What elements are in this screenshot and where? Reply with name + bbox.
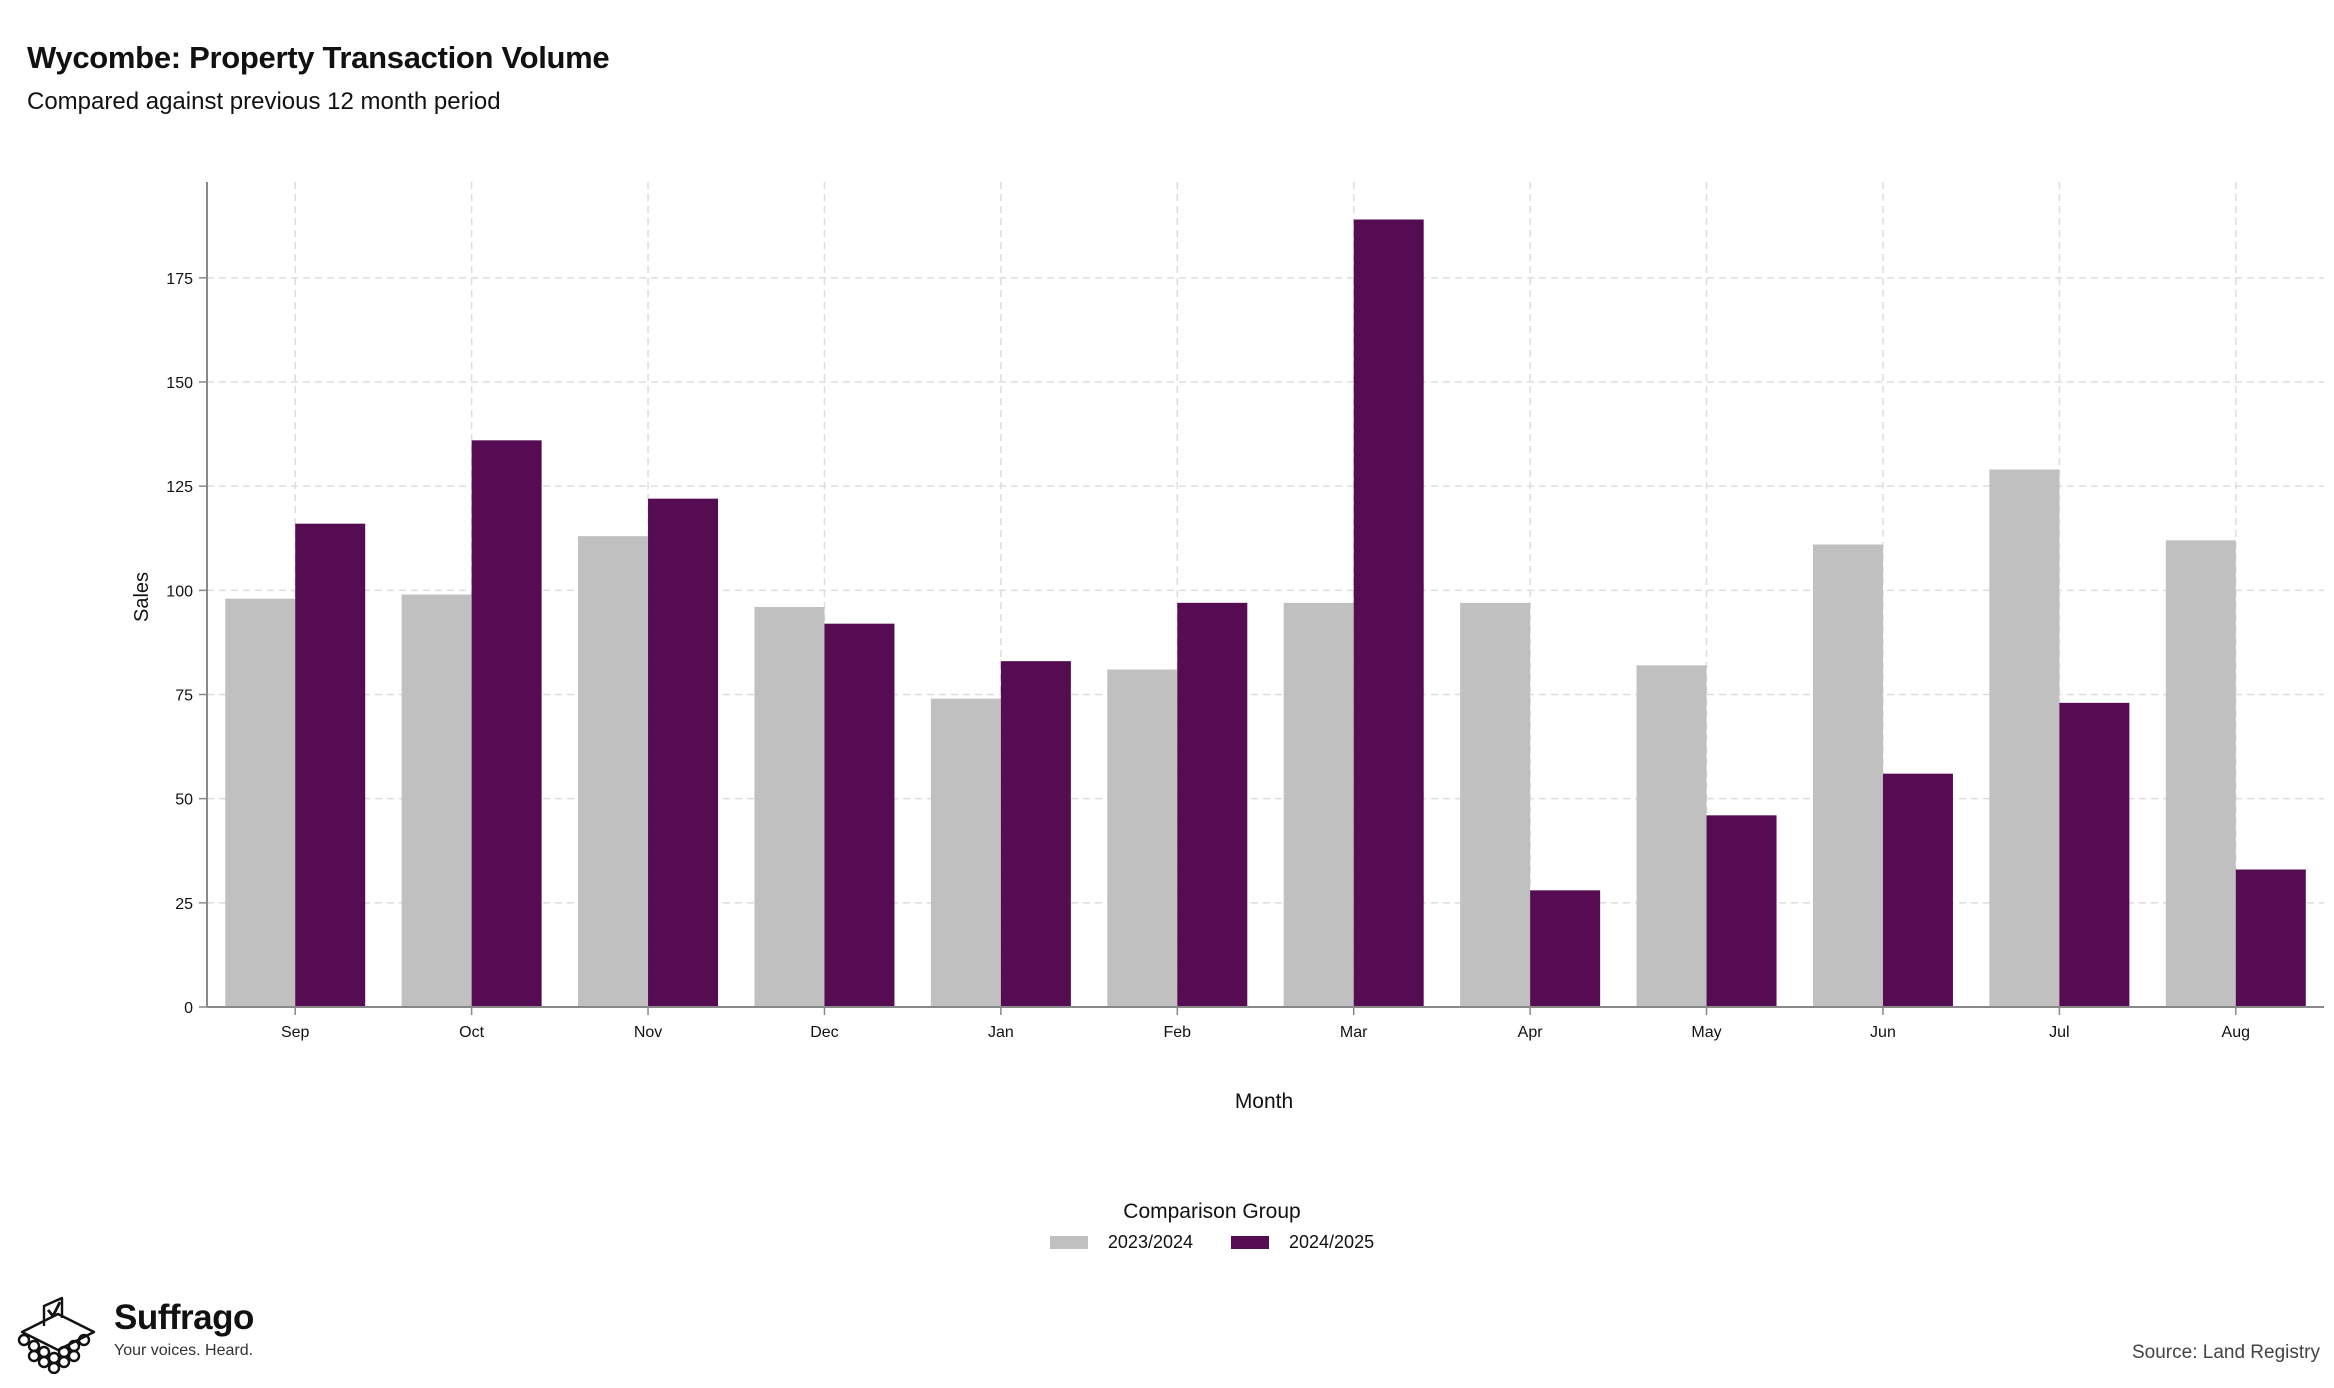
legend: Comparison Group 2023/2024 2024/2025 bbox=[0, 1200, 2334, 1253]
bar-2023-2024-jul bbox=[1989, 469, 2060, 1007]
bar-2023-2024-sep bbox=[225, 598, 296, 1007]
y-tick-label: 175 bbox=[166, 271, 193, 288]
bar-2024-2025-jul bbox=[2059, 702, 2130, 1007]
x-tick-label: Nov bbox=[634, 1024, 662, 1041]
brand-tagline: Your voices. Heard. bbox=[114, 1342, 254, 1359]
bar-2023-2024-aug bbox=[2165, 540, 2236, 1007]
x-tick-label: Feb bbox=[1164, 1024, 1192, 1041]
source-note: Source: Land Registry bbox=[2132, 1342, 2320, 1363]
ballot-box-crowd-icon bbox=[17, 1296, 96, 1374]
bar-2023-2024-apr bbox=[1460, 602, 1531, 1007]
bar-2024-2025-nov bbox=[648, 498, 719, 1007]
y-tick-label: 100 bbox=[166, 583, 193, 600]
x-tick-label: Sep bbox=[281, 1024, 310, 1041]
legend-swatch-2023-2024 bbox=[1049, 1236, 1088, 1249]
bar-2024-2025-may bbox=[1706, 815, 1777, 1007]
bar-2023-2024-oct bbox=[401, 594, 472, 1007]
legend-swatch-2024-2025 bbox=[1231, 1236, 1269, 1249]
bar-2023-2024-jun bbox=[1812, 544, 1883, 1007]
bar-2023-2024-may bbox=[1636, 665, 1707, 1007]
legend-title: Comparison Group bbox=[1123, 1200, 1301, 1223]
bar-2024-2025-feb bbox=[1177, 602, 1248, 1007]
x-tick-label: May bbox=[1691, 1024, 1721, 1041]
brand-logo: Suffrago Your voices. Heard. bbox=[14, 1292, 254, 1374]
bar-2024-2025-oct bbox=[471, 440, 542, 1007]
bar-2024-2025-dec bbox=[824, 623, 895, 1007]
chart-subtitle: Compared against previous 12 month perio… bbox=[27, 88, 501, 115]
bar-2023-2024-jan bbox=[930, 698, 1001, 1007]
y-tick-label: 0 bbox=[184, 1000, 193, 1017]
x-tick-label: Jul bbox=[2049, 1024, 2069, 1041]
x-tick-label: Aug bbox=[2222, 1024, 2250, 1041]
bar-2024-2025-mar bbox=[1353, 219, 1424, 1007]
y-tick-label: 125 bbox=[166, 479, 193, 496]
y-tick-label: 25 bbox=[175, 896, 193, 913]
axes: 0 25 50 75 100 125 150 175 Sep Oct Nov Dec Jan Feb Mar… bbox=[166, 182, 2324, 1041]
legend-label-2023-2024: 2023/2024 bbox=[1107, 1232, 1193, 1252]
x-tick-label: Oct bbox=[459, 1024, 484, 1041]
bar-2024-2025-apr bbox=[1530, 890, 1601, 1007]
bar-2024-2025-aug bbox=[2235, 869, 2306, 1007]
legend-item-2023-2024: 2023/2024 bbox=[1049, 1232, 1193, 1253]
y-axis-label: Sales bbox=[131, 572, 153, 622]
bar-2023-2024-mar bbox=[1283, 602, 1354, 1007]
x-tick-label: Mar bbox=[1340, 1024, 1368, 1041]
y-tick-label: 75 bbox=[175, 688, 193, 705]
x-tick-label: Dec bbox=[810, 1024, 838, 1041]
legend-item-2024-2025: 2024/2025 bbox=[1231, 1232, 1374, 1253]
x-axis-label: Month bbox=[1235, 1090, 1293, 1113]
bar-2023-2024-feb bbox=[1107, 669, 1178, 1007]
bar-2024-2025-sep bbox=[295, 523, 366, 1007]
legend-label-2024-2025: 2024/2025 bbox=[1289, 1232, 1375, 1252]
brand-name: Suffrago bbox=[114, 1298, 254, 1337]
x-tick-label: Jun bbox=[1870, 1024, 1896, 1041]
bars bbox=[225, 219, 2306, 1007]
y-tick-label: 150 bbox=[166, 375, 193, 392]
bar-2024-2025-jun bbox=[1882, 773, 1953, 1007]
bar-2023-2024-nov bbox=[578, 536, 649, 1007]
chart-title: Wycombe: Property Transaction Volume bbox=[27, 40, 610, 75]
x-tick-label: Apr bbox=[1518, 1024, 1544, 1041]
x-tick-label: Jan bbox=[988, 1024, 1014, 1041]
bar-2024-2025-jan bbox=[1000, 661, 1071, 1007]
y-tick-label: 50 bbox=[175, 792, 193, 809]
bar-2023-2024-dec bbox=[754, 607, 825, 1007]
bar-chart: 0 25 50 75 100 125 150 175 Sep Oct Nov Dec Jan Feb Mar… bbox=[131, 182, 2324, 1113]
